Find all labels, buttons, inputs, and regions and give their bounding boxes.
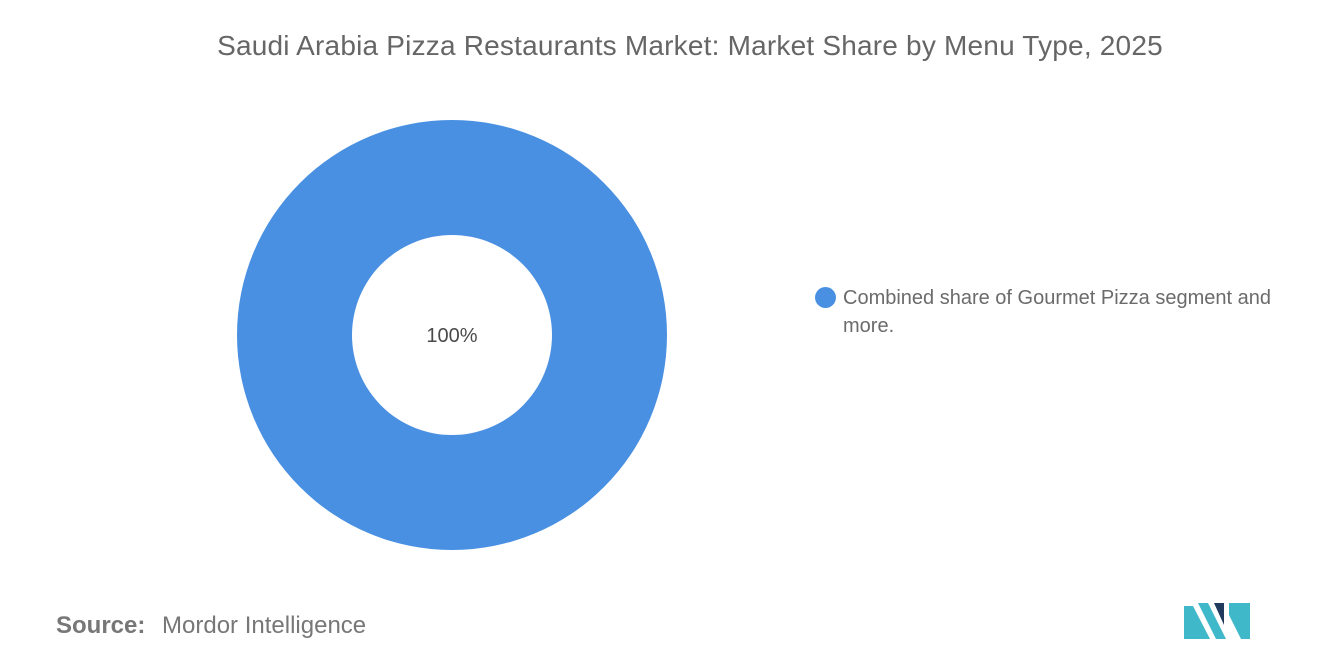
donut-slice: [237, 120, 667, 550]
logo-middle-shape: [1198, 603, 1226, 639]
legend-swatch: [815, 287, 836, 308]
mordor-intelligence-logo-icon: [1184, 603, 1250, 639]
donut-slices: [237, 120, 667, 550]
chart-title: Saudi Arabia Pizza Restaurants Market: M…: [217, 30, 1163, 61]
logo-right-shape: [1229, 603, 1250, 639]
donut-labels: 100%: [426, 325, 477, 347]
slice-value-label: 100%: [426, 325, 477, 347]
logo-left-shape: [1184, 606, 1210, 639]
source-label: Source:: [56, 612, 146, 639]
source-note: Source: Mordor Intelligence: [56, 612, 366, 640]
chart-legend: Combined share of Gourmet Pizza segment …: [815, 284, 1295, 340]
source-value: Mordor Intelligence: [162, 612, 367, 639]
legend-label: Combined share of Gourmet Pizza segment …: [843, 287, 1271, 337]
logo-middle-dark-shape: [1214, 603, 1224, 625]
